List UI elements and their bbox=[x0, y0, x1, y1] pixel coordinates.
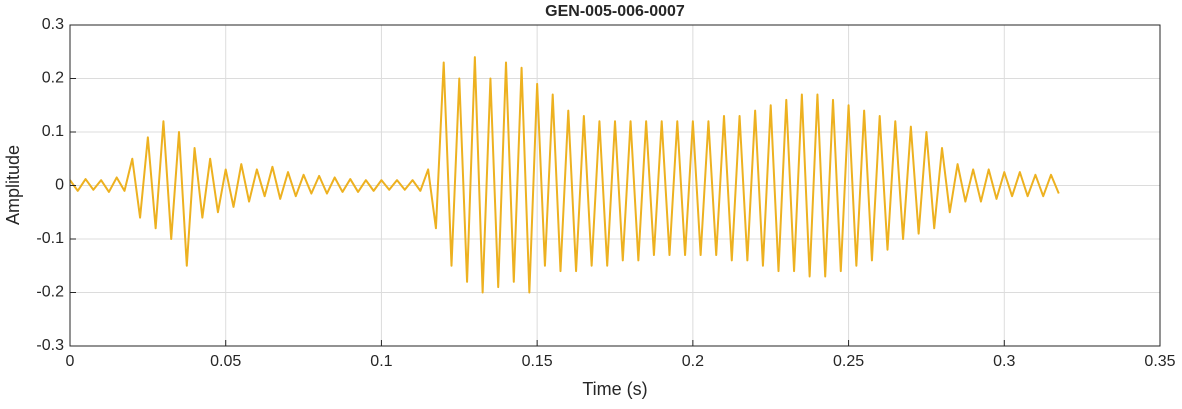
x-axis-label: Time (s) bbox=[582, 379, 647, 399]
x-tick-label: 0.3 bbox=[993, 353, 1015, 370]
y-tick-label: 0 bbox=[55, 177, 64, 194]
y-tick-label: 0.3 bbox=[42, 16, 64, 33]
y-tick-label: -0.1 bbox=[36, 230, 64, 247]
x-tick-label: 0.1 bbox=[370, 353, 392, 370]
x-tick-label: 0.15 bbox=[522, 353, 553, 370]
y-tick-label: -0.3 bbox=[36, 337, 64, 354]
y-tick-label: -0.2 bbox=[36, 284, 64, 301]
waveform bbox=[69, 56, 1060, 294]
x-tick-label: 0 bbox=[66, 353, 75, 370]
y-tick-label: 0.2 bbox=[42, 70, 64, 87]
chart-title: GEN-005-006-0007 bbox=[545, 3, 685, 20]
x-tick-label: 0.35 bbox=[1144, 353, 1175, 370]
y-axis-label: Amplitude bbox=[3, 145, 23, 225]
x-tick-label: 0.2 bbox=[682, 353, 704, 370]
x-tick-label: 0.25 bbox=[833, 353, 864, 370]
x-tick-label: 0.05 bbox=[210, 353, 241, 370]
y-tick-label: 0.1 bbox=[42, 123, 64, 140]
